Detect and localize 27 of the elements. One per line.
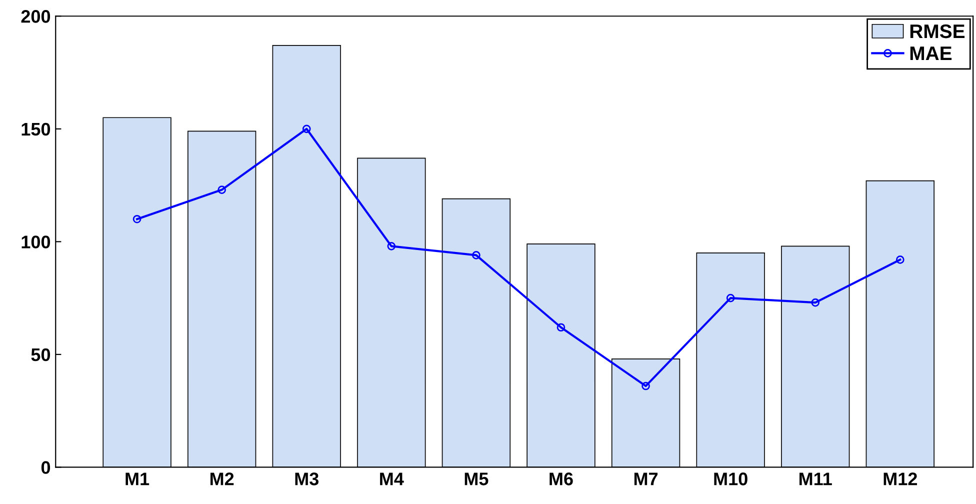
- point: [556, 323, 566, 332]
- x-tick-label: M4: [380, 472, 404, 486]
- x-tick-label: M10: [714, 472, 748, 486]
- x-tick-label: M5: [464, 472, 488, 486]
- y-tick-label: 100: [22, 236, 50, 248]
- y-tick-label: 200: [21, 10, 50, 23]
- x-tick-label: M7: [634, 472, 658, 486]
- point: [472, 251, 480, 260]
- y-tick-label: 150: [22, 122, 50, 136]
- point: [218, 186, 226, 194]
- x-tick-label: M1: [126, 472, 150, 486]
- x-tick-label: M3: [295, 472, 319, 486]
- point: [642, 382, 650, 390]
- point: [811, 298, 820, 307]
- y-tick-label: 50: [31, 348, 50, 362]
- point: [726, 294, 735, 302]
- legend-label: MAE: [910, 46, 952, 60]
- point: [387, 242, 396, 250]
- point: [302, 124, 311, 134]
- x-tick-label: M12: [884, 472, 917, 486]
- x-tick-label: M2: [210, 472, 234, 486]
- x-tick-label: M11: [800, 472, 832, 486]
- x-tick-label: M6: [550, 472, 573, 486]
- point: [896, 256, 904, 264]
- legend-label: RMSE: [910, 24, 965, 38]
- point: [132, 214, 142, 224]
- y-tick-label: 0: [41, 461, 50, 474]
